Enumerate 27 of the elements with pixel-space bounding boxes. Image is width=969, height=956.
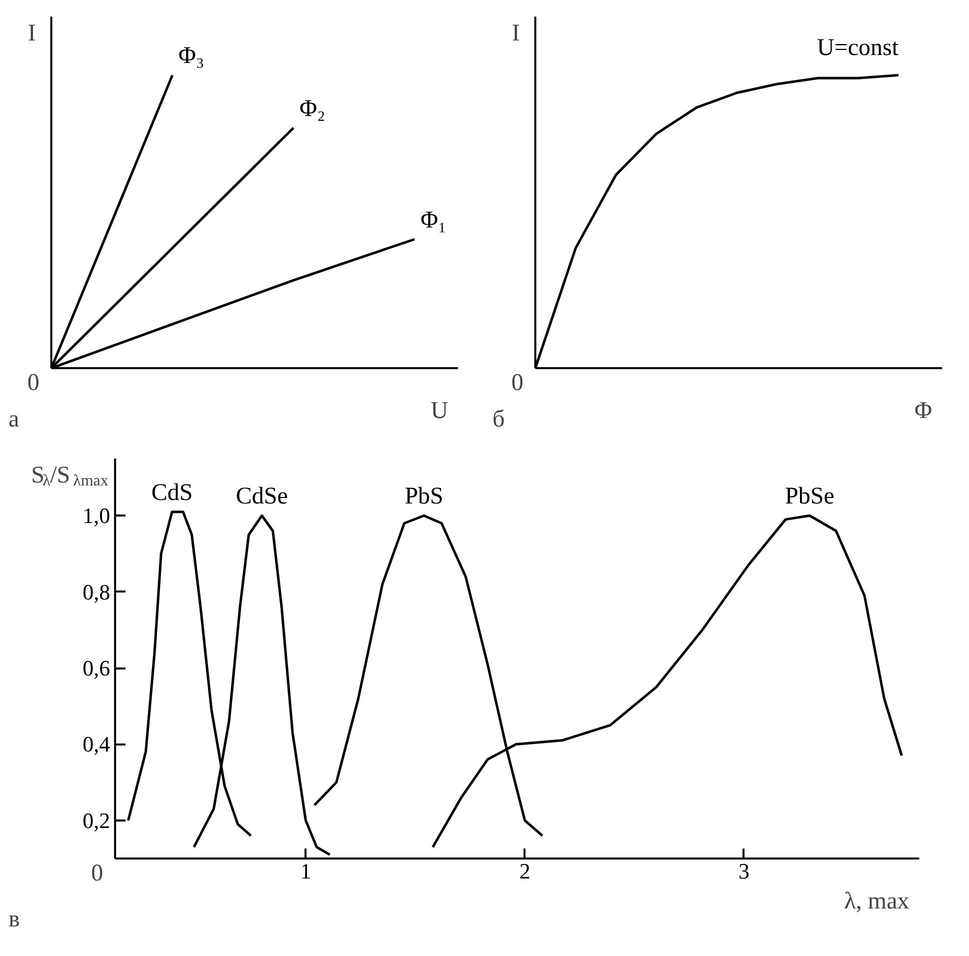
series-label: Φ₂ [299,96,326,122]
series-label: PbS [404,484,444,510]
y-axis-title: I [512,20,520,47]
x-axis-title: λ, max [844,888,910,914]
x-axis-title: U [430,398,448,424]
series-label: Φ₃ [178,43,204,70]
y-tick-label: 0,6 [82,656,110,681]
text: 0 [27,370,40,396]
y-tick-label: 1,0 [82,503,110,528]
text: в [8,906,20,932]
y-tick-label: 0,8 [82,579,110,604]
text: а [8,406,20,432]
y-axis-title: I [28,20,36,47]
series-label: CdSe [236,484,288,510]
x-tick-label: 3 [738,858,750,884]
x-axis-title: Φ [914,398,932,424]
x-tick-label: 1 [300,858,312,884]
text: б [492,406,505,432]
series-label: U=const [816,35,899,62]
y-tick-label: 0,2 [82,808,110,833]
text: 0 [91,860,104,886]
x-tick-label: 2 [519,858,530,884]
series-label: Φ₁ [420,207,446,234]
series-label: CdS [151,480,193,506]
y-tick-label: 0,4 [82,732,110,757]
series-label: PbSe [785,484,834,510]
text: 0 [511,370,524,396]
